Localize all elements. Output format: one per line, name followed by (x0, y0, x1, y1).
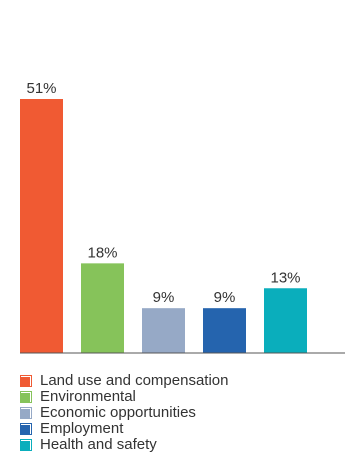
legend-label: Economic opportunities (40, 404, 196, 421)
bar-5 (264, 288, 307, 353)
legend-item: Economic opportunities (19, 404, 228, 421)
legend-label: Health and safety (40, 436, 157, 453)
legend-label: Employment (40, 420, 124, 437)
value-labels-group: 51% 18% 9% 9% 13% (26, 80, 300, 306)
bar-4 (203, 308, 246, 353)
legend-swatch (19, 375, 32, 387)
legend-swatch (19, 407, 32, 419)
bar-1 (20, 99, 63, 353)
legend-label: Land use and compensation (40, 372, 229, 389)
data-label-2: 18% (87, 244, 117, 261)
data-label-3: 9% (153, 289, 175, 306)
data-label-1: 51% (26, 80, 56, 97)
bar-2 (81, 263, 124, 353)
bars-group (20, 99, 307, 353)
legend-label: Environmental (40, 388, 136, 405)
legend-item: Environmental (19, 388, 228, 405)
legend-item: Employment (19, 420, 228, 437)
legend-swatch (19, 439, 32, 451)
legend-swatch (19, 391, 32, 403)
data-label-4: 9% (214, 289, 236, 306)
legend-item: Land use and compensation (19, 372, 229, 389)
legend-item: Health and safety (19, 436, 228, 453)
bar-3 (142, 308, 185, 353)
bar-chart: 51% 18% 9% 9% 13% (20, 80, 345, 354)
legend: Land use and compensation Environmental Ec… (19, 372, 229, 453)
legend-swatch (19, 423, 32, 435)
data-label-5: 13% (270, 269, 300, 286)
